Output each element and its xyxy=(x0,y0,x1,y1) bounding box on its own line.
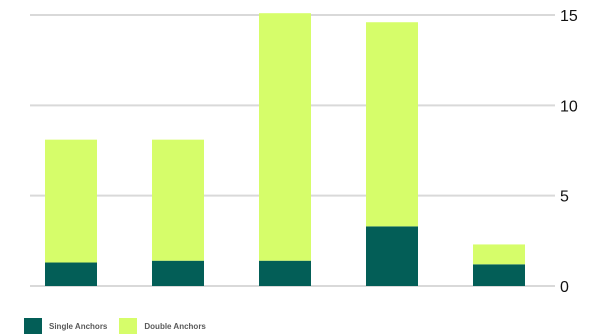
y-tick-label: 5 xyxy=(560,189,569,206)
legend: Single Anchors Double Anchors xyxy=(24,318,218,334)
bar-double-anchors-2 xyxy=(152,139,204,261)
bar-single-anchors-1 xyxy=(45,262,97,286)
bar-double-anchors-3 xyxy=(259,13,311,261)
bars xyxy=(45,13,525,286)
bar-double-anchors-5 xyxy=(473,244,525,265)
bar-single-anchors-3 xyxy=(259,260,311,286)
bar-single-anchors-5 xyxy=(473,264,525,286)
bar-double-anchors-1 xyxy=(45,139,97,263)
bar-double-anchors-4 xyxy=(366,22,418,227)
legend-item-single-anchors: Single Anchors xyxy=(24,318,107,334)
y-tick-label: 10 xyxy=(560,98,578,115)
legend-label-single-anchors: Single Anchors xyxy=(49,321,108,331)
y-tick-label: 0 xyxy=(560,279,569,296)
y-tick-label: 15 xyxy=(560,8,578,25)
legend-swatch-double-anchors xyxy=(119,318,138,334)
legend-label-double-anchors: Double Anchors xyxy=(144,321,206,331)
y-axis-ticks: 0 5 10 15 xyxy=(560,8,578,296)
legend-swatch-single-anchors xyxy=(24,318,42,334)
bar-single-anchors-4 xyxy=(366,226,418,286)
legend-item-double-anchors: Double Anchors xyxy=(119,318,206,334)
bar-single-anchors-2 xyxy=(152,260,204,286)
